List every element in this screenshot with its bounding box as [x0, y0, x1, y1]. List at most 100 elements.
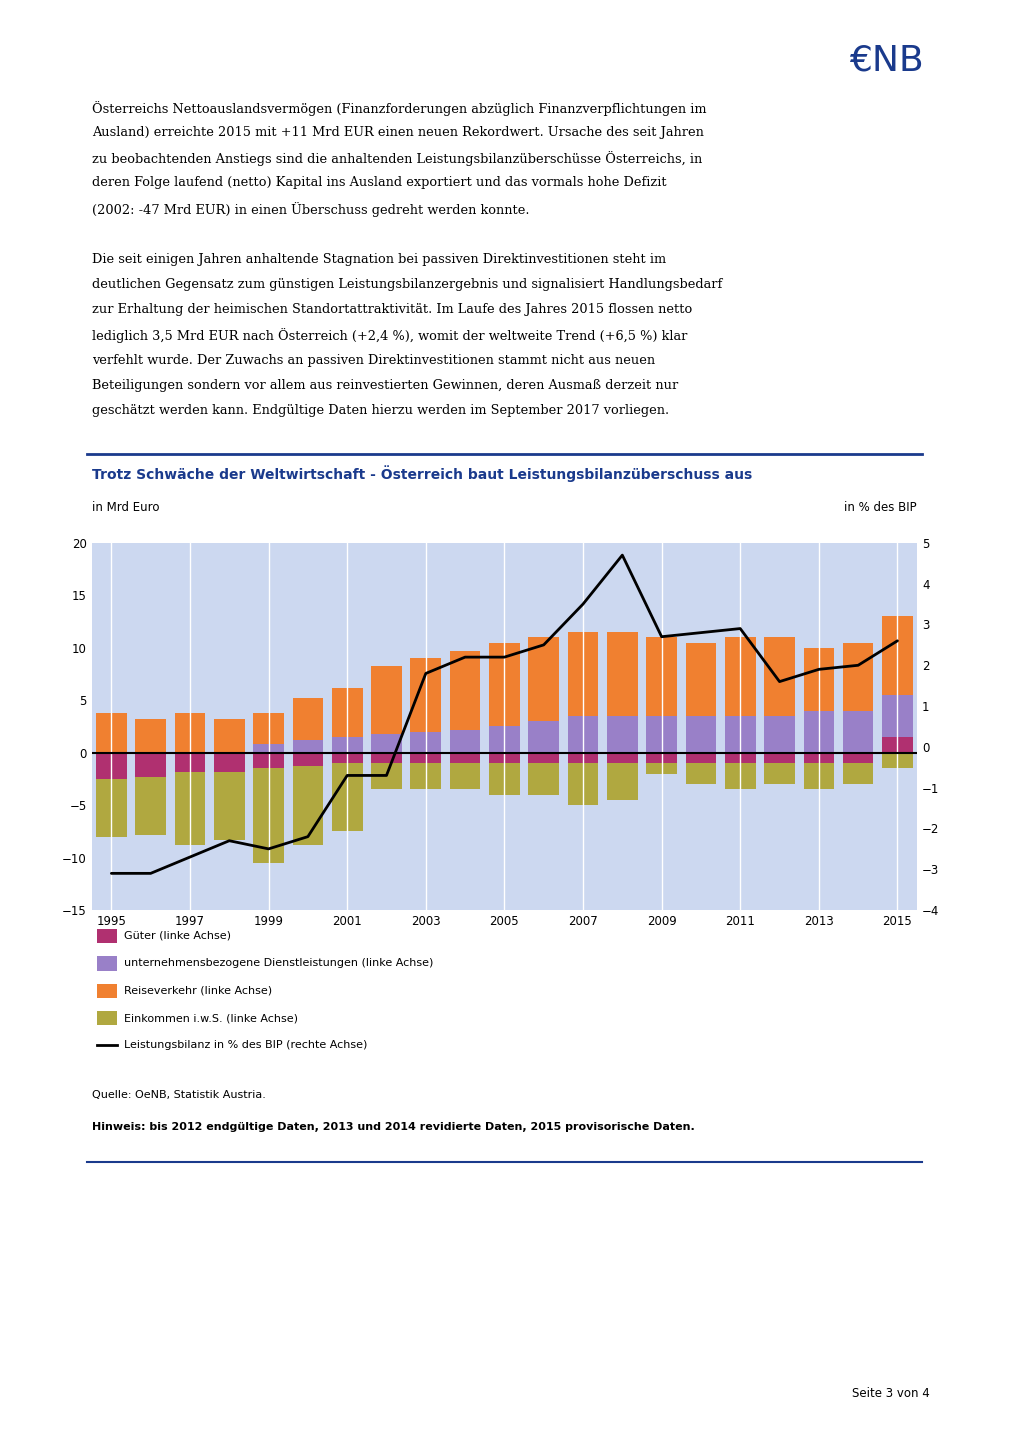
Bar: [96, 753, 126, 779]
Bar: [646, 763, 677, 773]
Bar: [568, 753, 598, 763]
Text: Beteiligungen sondern vor allem aus reinvestierten Gewinnen, deren Ausmaß derzei: Beteiligungen sondern vor allem aus rein…: [92, 379, 678, 392]
Bar: [411, 732, 441, 753]
Bar: [804, 711, 835, 753]
Text: Österreichs Nettoauslandsvermögen (Finanzforderungen abzüglich Finanzverpflichtu: Österreichs Nettoauslandsvermögen (Finan…: [92, 101, 706, 115]
Bar: [686, 763, 716, 785]
Bar: [804, 648, 835, 711]
Bar: [725, 753, 755, 763]
Text: deutlichen Gegensatz zum günstigen Leistungsbilanzergebnis und signalisiert Hand: deutlichen Gegensatz zum günstigen Leist…: [92, 278, 721, 291]
Bar: [292, 753, 323, 766]
Bar: [332, 763, 363, 831]
Bar: [292, 740, 323, 753]
Bar: [882, 616, 913, 696]
Text: lediglich 3,5 Mrd EUR nach Österreich (+2,4 %), womit der weltweite Trend (+6,5 : lediglich 3,5 Mrd EUR nach Österreich (+…: [92, 328, 687, 343]
Bar: [214, 753, 245, 772]
Text: €NB: €NB: [849, 43, 924, 78]
Bar: [764, 716, 795, 753]
Bar: [804, 753, 835, 763]
Bar: [174, 713, 205, 753]
Bar: [96, 779, 126, 837]
Bar: [764, 753, 795, 763]
Bar: [843, 763, 873, 785]
Bar: [96, 713, 126, 753]
Bar: [568, 716, 598, 753]
Text: Trotz Schwäche der Weltwirtschaft - Österreich baut Leistungsbilanzüberschuss au: Trotz Schwäche der Weltwirtschaft - Öste…: [92, 465, 752, 482]
Bar: [529, 763, 559, 795]
Bar: [882, 737, 913, 753]
Text: Leistungsbilanz in % des BIP (rechte Achse): Leistungsbilanz in % des BIP (rechte Ach…: [124, 1041, 368, 1050]
Text: Die seit einigen Jahren anhaltende Stagnation bei passiven Direktinvestitionen s: Die seit einigen Jahren anhaltende Stagn…: [92, 253, 665, 266]
Bar: [646, 716, 677, 753]
Bar: [254, 744, 284, 753]
Text: verfehlt wurde. Der Zuwachs an passiven Direktinvestitionen stammt nicht aus neu: verfehlt wurde. Der Zuwachs an passiven …: [92, 353, 655, 367]
Bar: [411, 753, 441, 763]
Bar: [568, 763, 598, 805]
Bar: [449, 763, 480, 789]
Bar: [529, 638, 559, 721]
Text: in % des BIP: in % des BIP: [845, 501, 917, 514]
Bar: [607, 716, 638, 753]
Bar: [607, 632, 638, 716]
Bar: [411, 763, 441, 789]
Bar: [292, 766, 323, 845]
Bar: [254, 753, 284, 769]
Bar: [725, 716, 755, 753]
Text: (2002: -47 Mrd EUR) in einen Überschuss gedreht werden konnte.: (2002: -47 Mrd EUR) in einen Überschuss …: [92, 202, 529, 216]
Bar: [646, 753, 677, 763]
Bar: [882, 696, 913, 737]
Bar: [686, 753, 716, 763]
Bar: [292, 698, 323, 740]
Bar: [529, 721, 559, 753]
Bar: [214, 719, 245, 753]
Bar: [332, 688, 363, 737]
Bar: [804, 763, 835, 789]
Bar: [449, 730, 480, 753]
Bar: [725, 638, 755, 716]
Bar: [136, 719, 166, 753]
Bar: [332, 737, 363, 753]
Bar: [489, 763, 520, 795]
Text: zur Erhaltung der heimischen Standortattraktivität. Im Laufe des Jahres 2015 flo: zur Erhaltung der heimischen Standortatt…: [92, 304, 692, 317]
Bar: [174, 753, 205, 772]
Bar: [411, 658, 441, 732]
Text: Quelle: OeNB, Statistik Austria.: Quelle: OeNB, Statistik Austria.: [92, 1090, 266, 1100]
Bar: [371, 665, 401, 734]
Bar: [136, 753, 166, 776]
Bar: [686, 642, 716, 716]
Bar: [332, 753, 363, 763]
Bar: [254, 769, 284, 863]
Bar: [371, 763, 401, 789]
Text: geschätzt werden kann. Endgültige Daten hierzu werden im September 2017 vorliege: geschätzt werden kann. Endgültige Daten …: [92, 403, 668, 418]
Bar: [843, 642, 873, 711]
Bar: [607, 753, 638, 763]
Bar: [725, 763, 755, 789]
Text: Güter (linke Achse): Güter (linke Achse): [124, 932, 231, 940]
Bar: [529, 753, 559, 763]
Bar: [843, 753, 873, 763]
Text: Seite 3 von 4: Seite 3 von 4: [852, 1387, 929, 1400]
Text: Hinweis: bis 2012 endgültige Daten, 2013 und 2014 revidierte Daten, 2015 proviso: Hinweis: bis 2012 endgültige Daten, 2013…: [92, 1122, 695, 1132]
Bar: [882, 753, 913, 769]
Bar: [764, 638, 795, 716]
Bar: [214, 772, 245, 840]
Bar: [686, 716, 716, 753]
Text: Reiseverkehr (linke Achse): Reiseverkehr (linke Achse): [124, 986, 272, 995]
Bar: [489, 642, 520, 726]
Text: Einkommen i.w.S. (linke Achse): Einkommen i.w.S. (linke Achse): [124, 1014, 299, 1022]
Bar: [449, 753, 480, 763]
Bar: [174, 772, 205, 845]
Bar: [449, 651, 480, 730]
Bar: [489, 726, 520, 753]
Text: zu beobachtenden Anstiegs sind die anhaltenden Leistungsbilanzüberschüsse Österr: zu beobachtenden Anstiegs sind die anhal…: [92, 151, 702, 166]
Bar: [646, 638, 677, 716]
Text: in Mrd Euro: in Mrd Euro: [92, 501, 159, 514]
Bar: [136, 776, 166, 835]
Bar: [764, 763, 795, 785]
Bar: [568, 632, 598, 716]
Bar: [371, 753, 401, 763]
Bar: [843, 711, 873, 753]
Bar: [489, 753, 520, 763]
Text: unternehmensbezogene Dienstleistungen (linke Achse): unternehmensbezogene Dienstleistungen (l…: [124, 959, 434, 968]
Text: deren Folge laufend (netto) Kapital ins Ausland exportiert und das vormals hohe : deren Folge laufend (netto) Kapital ins …: [92, 176, 666, 190]
